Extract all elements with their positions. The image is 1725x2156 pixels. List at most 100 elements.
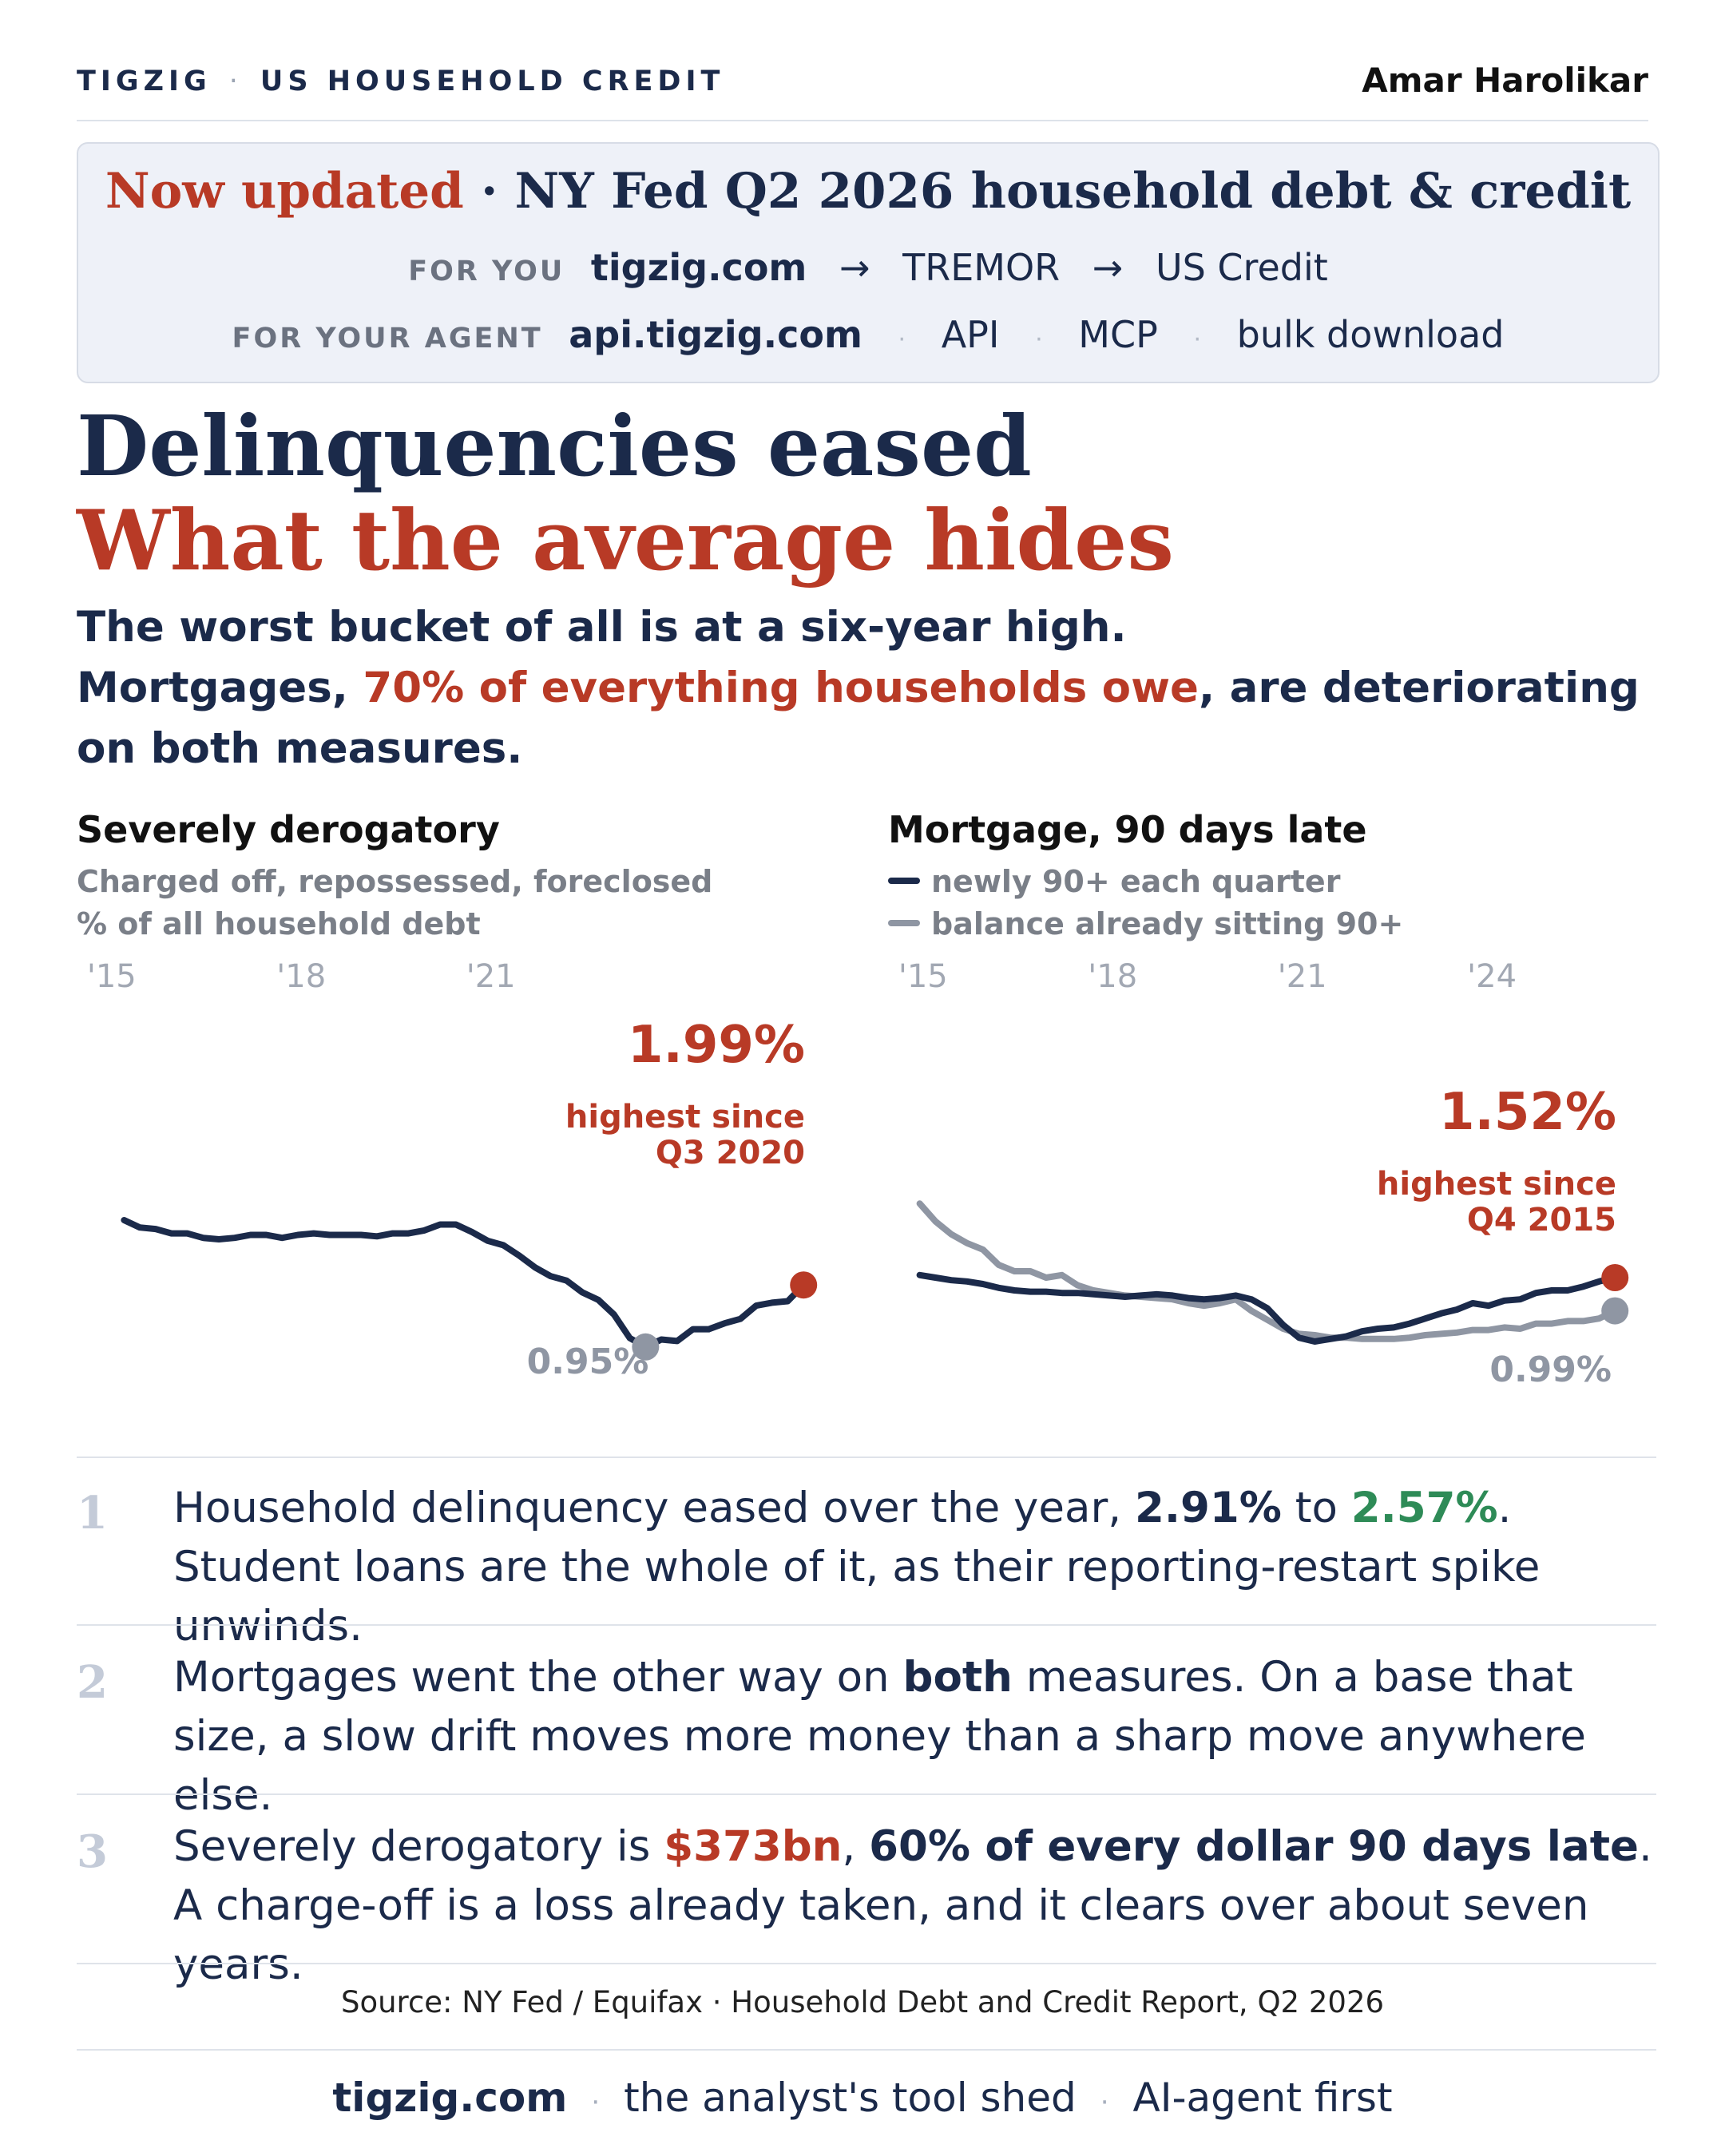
legend-item-balance: balance already sitting 90+	[888, 903, 1403, 945]
point-1-e: . Student loans are the whole of it, as …	[173, 1484, 1541, 1651]
left-chart-subtitle-2: % of all household debt	[77, 906, 481, 941]
point-1-to-value: 2.57%	[1350, 1484, 1498, 1532]
x-tick-label: '21	[1278, 958, 1327, 995]
footer-site-link[interactable]: tigzig.com	[332, 2075, 568, 2121]
left-chart-subtitle: Charged off, repossessed, foreclosed % o…	[77, 861, 712, 945]
arrow-icon: →	[1092, 246, 1124, 289]
gray-end-value-label: 0.99%	[1489, 1349, 1612, 1390]
headline-line-2: What the average hides	[77, 491, 1174, 589]
dot-separator: ·	[1035, 326, 1043, 354]
x-tick-label: '18	[276, 958, 326, 995]
for-agent-label: FOR YOUR AGENT	[232, 323, 543, 355]
page-headline: Delinquencies eased What the average hid…	[77, 399, 1174, 588]
brand-name: TIGZIG	[77, 65, 212, 97]
point-number-3: 3	[77, 1825, 108, 1878]
lede-line-2: Mortgages, 70% of everything households …	[77, 658, 1658, 779]
dot-separator: ·	[898, 326, 906, 354]
legend-label-newly: newly 90+ each quarter	[931, 864, 1341, 899]
min-point-marker	[632, 1333, 660, 1361]
point-3-amount: $373bn	[664, 1822, 843, 1871]
x-tick-label: '18	[1088, 958, 1137, 995]
end-value-label: 1.99%	[628, 1016, 805, 1075]
mcp-link[interactable]: MCP	[1078, 313, 1158, 356]
top-bar: TIGZIG · US HOUSEHOLD CREDIT Amar Harolika…	[77, 56, 1648, 121]
x-tick-label: '24	[1467, 958, 1517, 995]
footer-tagline: the analyst's tool shed	[624, 2075, 1077, 2121]
end-note-label: highest since	[1377, 1166, 1616, 1203]
left-chart-title: Severely derogatory	[77, 808, 500, 851]
divider	[77, 1963, 1656, 1964]
source-note: Source: NY Fed / Equifax · Household Deb…	[340, 1985, 1385, 2019]
section-name: US HOUSEHOLD CREDIT	[260, 65, 725, 97]
legend-swatch-gray	[888, 919, 920, 926]
min-value-label: 0.95%	[527, 1342, 649, 1382]
end-note-label: Q4 2015	[1467, 1202, 1616, 1239]
for-you-us-credit-link[interactable]: US Credit	[1155, 246, 1328, 289]
end-point-marker	[1601, 1297, 1629, 1325]
brand: TIGZIG · US HOUSEHOLD CREDIT	[77, 65, 724, 97]
for-you-label: FOR YOU	[408, 256, 565, 287]
point-1-from-value: 2.91%	[1135, 1484, 1282, 1532]
point-1-text: Household delinquency eased over the yea…	[173, 1479, 1659, 1656]
bulk-download-link[interactable]: bulk download	[1236, 313, 1505, 356]
divider	[77, 2049, 1656, 2051]
dot-separator: ·	[591, 2087, 601, 2118]
point-1-a: Household delinquency eased over the yea…	[173, 1484, 1135, 1532]
end-point-marker	[790, 1271, 818, 1299]
left-chart-subtitle-1: Charged off, repossessed, foreclosed	[77, 864, 713, 899]
point-2-a: Mortgages went the other way on	[173, 1653, 903, 1702]
point-3-share: 60% of every dollar 90 days late	[869, 1822, 1639, 1871]
point-number-1: 1	[77, 1487, 108, 1540]
banner-for-you-row: FOR YOU tigzig.com → TREMOR → US Credit	[78, 246, 1658, 289]
end-point-marker	[1601, 1264, 1629, 1291]
headline-line-1: Delinquencies eased	[77, 397, 1032, 495]
banner-for-agent-row: FOR YOUR AGENT api.tigzig.com · API · MC…	[78, 313, 1658, 356]
point-2-c: measures. On a base that size, a slow dr…	[173, 1653, 1587, 1820]
divider	[77, 1793, 1656, 1795]
arrow-icon: →	[839, 246, 870, 289]
lede: The worst bucket of all is at a six-year…	[77, 597, 1658, 779]
lede-part-a: Mortgages,	[77, 664, 363, 712]
series-line	[121, 1217, 807, 1350]
point-3-a: Severely derogatory is	[173, 1822, 664, 1871]
point-3-text: Severely derogatory is $373bn, 60% of ev…	[173, 1817, 1659, 1995]
right-chart-title: Mortgage, 90 days late	[888, 808, 1367, 851]
for-you-site-link[interactable]: tigzig.com	[590, 246, 807, 289]
series-line	[916, 1271, 1619, 1345]
divider	[77, 1624, 1656, 1626]
banner-headline: Now updated · NY Fed Q2 2026 household d…	[78, 163, 1658, 220]
point-number-2: 2	[77, 1656, 108, 1709]
point-2-emphasis: both	[902, 1653, 1013, 1702]
banner-updated-label: Now updated	[105, 163, 464, 220]
for-you-tremor-link[interactable]: TREMOR	[902, 246, 1061, 289]
lede-part-b: , are deteriorating on both measures.	[77, 664, 1640, 773]
end-note-label: Q3 2020	[656, 1135, 805, 1171]
legend-label-balance: balance already sitting 90+	[931, 906, 1404, 941]
brand-separator: ·	[228, 65, 243, 97]
series-line	[916, 1200, 1619, 1342]
end-note-label: highest since	[565, 1099, 805, 1135]
right-chart-legend: newly 90+ each quarter balance already s…	[888, 861, 1403, 945]
api-link[interactable]: API	[941, 313, 1000, 356]
point-2-text: Mortgages went the other way on both mea…	[173, 1648, 1659, 1825]
dot-separator: ·	[1100, 2087, 1109, 2118]
legend-item-newly: newly 90+ each quarter	[888, 861, 1403, 903]
dot-separator: ·	[1193, 326, 1201, 354]
footer: tigzig.com · the analyst's tool shed · AI-ag…	[0, 2075, 1725, 2121]
x-tick-label: '15	[898, 958, 948, 995]
divider	[77, 1456, 1656, 1458]
for-agent-site-link[interactable]: api.tigzig.com	[569, 313, 862, 356]
author-name: Amar Harolikar	[1362, 61, 1648, 100]
banner-headline-text: · NY Fed Q2 2026 household debt & credit	[481, 163, 1632, 220]
point-3-e: . A charge-off is a loss already taken, …	[173, 1822, 1652, 1989]
end-value-label: 1.52%	[1439, 1083, 1616, 1142]
lede-highlight: 70% of everything households owe	[363, 664, 1200, 712]
update-banner: Now updated · NY Fed Q2 2026 household d…	[77, 142, 1660, 383]
x-tick-label: '21	[466, 958, 516, 995]
legend-swatch-navy	[888, 877, 920, 884]
footer-tagline-2: AI-agent first	[1132, 2075, 1393, 2121]
lede-line-1: The worst bucket of all is at a six-year…	[77, 603, 1127, 652]
point-3-c: ,	[842, 1822, 870, 1871]
